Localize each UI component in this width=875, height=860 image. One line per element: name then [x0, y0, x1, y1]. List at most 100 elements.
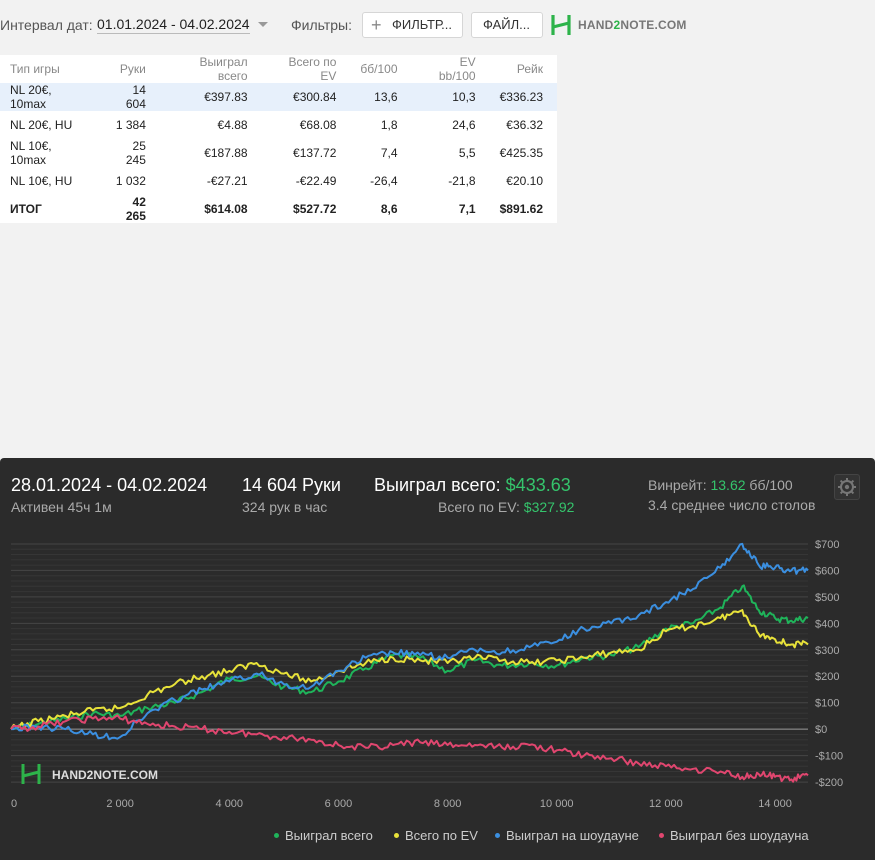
legend-label: Всего по EV: [405, 828, 478, 843]
table-row[interactable]: NL 20€, 10max 14 604 €397.83 €300.84 13,…: [0, 83, 557, 111]
cell-game: NL 20€, 10max: [0, 83, 101, 111]
cell-ev: -€22.49: [295, 174, 337, 188]
x-tick-label: 10 000: [540, 798, 574, 810]
col-rake[interactable]: Рейк: [516, 62, 543, 76]
legend-label: Выиграл без шоудауна: [670, 828, 809, 843]
cell-bb100: 7,4: [380, 146, 398, 160]
total-bb100: 8,6: [380, 202, 398, 216]
graph-panel: 28.01.2024 - 04.02.2024 Активен 45ч 1м 1…: [0, 458, 875, 860]
total-ev: $527.72: [293, 202, 337, 216]
hands-per-hour: 324 рук в час: [242, 499, 328, 515]
x-tick-label: 12 000: [649, 798, 683, 810]
x-tick-label: 14 000: [758, 798, 792, 810]
add-filter-label: ФИЛЬТР...: [392, 17, 452, 32]
file-button[interactable]: ФАЙЛ...: [471, 12, 543, 38]
logo-text-hand: HAND: [578, 18, 614, 32]
col-game-type[interactable]: Тип игры: [10, 62, 60, 76]
total-won: $614.08: [204, 202, 248, 216]
graph-settings-button[interactable]: [834, 474, 860, 500]
graph-date-range: 28.01.2024 - 04.02.2024: [11, 475, 208, 495]
y-tick-label: -$100: [815, 751, 843, 763]
filters-label: Фильтры:: [291, 17, 352, 33]
chart-watermark: HAND2NOTE.COM: [21, 764, 158, 784]
cell-ev: €68.08: [299, 118, 337, 132]
total-hands: 42 265: [125, 195, 146, 223]
cell-won: €397.83: [159, 83, 262, 111]
y-tick-label: $500: [815, 592, 839, 604]
cell-game: NL 20€, HU: [10, 118, 73, 132]
col-bb100[interactable]: бб/100: [360, 62, 398, 76]
ev-total-label: Всего по EV:: [438, 499, 520, 515]
cell-hands: 1 032: [115, 174, 146, 188]
table-row[interactable]: NL 10€, HU 1 032 -€27.21 -€22.49 -26,4 -…: [0, 167, 557, 195]
col-won-total[interactable]: Выиграл всего: [199, 55, 248, 83]
gear-icon: [838, 478, 856, 496]
x-tick-label: 2 000: [106, 798, 134, 810]
top-filter-bar: Интервал дат: 01.01.2024 - 04.02.2024 Фи…: [0, 0, 875, 50]
winrate-unit: бб/100: [749, 477, 793, 493]
cell-ev-bb100: 24,6: [452, 118, 476, 132]
cell-won: -€27.21: [206, 174, 248, 188]
legend-item-non-showdown[interactable]: Выиграл без шоудауна: [659, 828, 809, 843]
series-line: [10, 584, 809, 731]
legend-dot: [274, 833, 279, 839]
table-total-row: ИТОГ 42 265 $614.08 $527.72 8,6 7,1 $891…: [0, 195, 557, 223]
watermark-text: HAND2NOTE.COM: [52, 768, 158, 782]
table-row[interactable]: NL 10€, 10max 25 245 €187.88 €137.72 7,4…: [0, 139, 557, 167]
avg-tables: 3.4 среднее число столов: [648, 497, 816, 513]
cell-bb100: 13,6: [350, 83, 412, 111]
cell-won: €4.88: [217, 118, 248, 132]
col-ev-total[interactable]: Всего по EV: [288, 55, 337, 83]
cell-ev-bb100: 5,5: [458, 146, 476, 160]
total-ev-bb100: 7,1: [458, 202, 476, 216]
legend-item-showdown[interactable]: Выиграл на шоудауне: [495, 828, 639, 843]
x-tick-label: 0: [11, 798, 17, 810]
cell-won: €187.88: [204, 146, 248, 160]
table-row[interactable]: NL 20€, HU 1 384 €4.88 €68.08 1,8 24,6 €…: [0, 111, 557, 139]
cell-rake: €36.32: [506, 118, 543, 132]
hand2note-logo-icon: [551, 15, 571, 35]
date-interval-label: Интервал дат:: [0, 17, 93, 33]
hand2note-watermark-icon: [21, 764, 41, 784]
cell-hands: 25 245: [125, 139, 146, 167]
table-header-row: Тип игры Руки Выиграл всего Всего по EV …: [0, 55, 557, 83]
file-button-label: ФАЙЛ...: [483, 17, 530, 32]
legend-item-won-total[interactable]: Выиграл всего: [274, 828, 373, 843]
series-line: [11, 542, 809, 741]
date-interval-picker[interactable]: 01.01.2024 - 04.02.2024: [97, 16, 250, 34]
total-rake: $891.62: [499, 202, 543, 216]
logo-text-2: 2: [613, 18, 621, 32]
cell-rake: €336.23: [489, 83, 557, 111]
cell-ev-bb100: 10,3: [411, 83, 490, 111]
winrate-label: Винрейт:: [648, 477, 707, 493]
legend-label: Выиграл всего: [285, 828, 373, 843]
cell-game: NL 10€, HU: [10, 174, 73, 188]
cell-bb100: -26,4: [370, 174, 398, 188]
series-line: [10, 714, 809, 783]
add-filter-button[interactable]: + ФИЛЬТР...: [362, 12, 463, 38]
y-tick-label: -$200: [815, 777, 843, 789]
total-label: ИТОГ: [10, 202, 42, 216]
col-hands[interactable]: Руки: [119, 62, 146, 76]
y-tick-label: $400: [815, 618, 839, 630]
cell-hands: 1 384: [115, 118, 146, 132]
legend-item-ev-total[interactable]: Всего по EV: [394, 828, 478, 843]
profit-graph[interactable]: -$200 -$100 $0 $100 $200 $300 $400 $500 $600 $700…: [0, 458, 875, 860]
chevron-down-icon[interactable]: [258, 22, 268, 27]
cell-ev: €137.72: [293, 146, 337, 160]
winrate-value: 13.62: [710, 477, 746, 493]
won-total-summary: Выиграл всего: $433.63: [374, 475, 571, 496]
active-time: Активен 45ч 1м: [11, 499, 112, 515]
chart-grid: [11, 543, 808, 783]
x-tick-label: 8 000: [434, 798, 462, 810]
y-axis-ticks: -$200 -$100 $0 $100 $200 $300 $400 $500 $600 $700: [815, 539, 843, 789]
plus-icon: +: [371, 15, 382, 35]
legend-dot: [495, 833, 500, 839]
x-tick-label: 4 000: [216, 798, 244, 810]
col-ev-bb100[interactable]: EV bb/100: [438, 55, 476, 83]
y-tick-label: $100: [815, 698, 839, 710]
cell-ev: €300.84: [261, 83, 351, 111]
legend-label: Выиграл на шоудауне: [506, 828, 639, 843]
cell-bb100: 1,8: [380, 118, 398, 132]
cell-ev-bb100: -21,8: [448, 174, 476, 188]
